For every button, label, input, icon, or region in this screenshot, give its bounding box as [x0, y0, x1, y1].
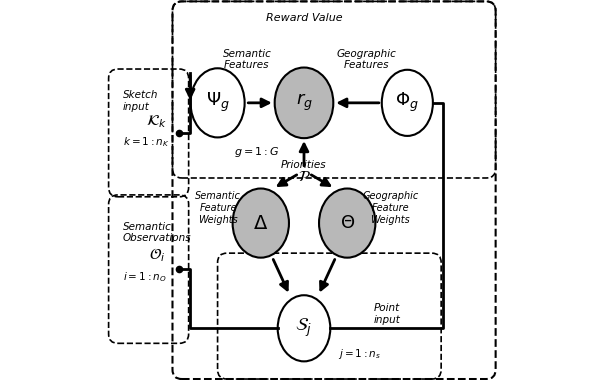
Text: $r_g$: $r_g$ — [295, 92, 313, 114]
Text: Semantic
Features: Semantic Features — [223, 49, 271, 70]
Text: $\mathcal{P}$: $\mathcal{P}$ — [297, 169, 311, 184]
Text: Reward Value: Reward Value — [266, 13, 342, 23]
Text: $\Delta$: $\Delta$ — [253, 214, 268, 233]
Ellipse shape — [278, 295, 330, 361]
Text: Geographic
Feature
Weights: Geographic Feature Weights — [362, 192, 418, 225]
Text: $g = 1:G$: $g = 1:G$ — [235, 146, 280, 160]
Text: Priorities: Priorities — [281, 160, 327, 170]
Text: Semantic
Observations: Semantic Observations — [123, 222, 192, 243]
Text: Sketch
input: Sketch input — [123, 90, 159, 112]
Ellipse shape — [319, 188, 375, 258]
Text: $\mathcal{O}_i$: $\mathcal{O}_i$ — [148, 246, 165, 264]
Text: $j = 1:n_s$: $j = 1:n_s$ — [338, 347, 381, 361]
Text: Semantic
Feature
Weights: Semantic Feature Weights — [195, 192, 241, 225]
Ellipse shape — [382, 70, 433, 136]
Text: $k = 1:n_K$: $k = 1:n_K$ — [123, 135, 170, 149]
Text: $\Psi_g$: $\Psi_g$ — [206, 91, 229, 114]
Ellipse shape — [275, 68, 333, 138]
Ellipse shape — [233, 188, 289, 258]
Text: Geographic
Features: Geographic Features — [336, 49, 396, 70]
Text: $\Phi_g$: $\Phi_g$ — [395, 91, 420, 114]
Ellipse shape — [190, 68, 244, 138]
Text: $\mathcal{S}_j$: $\mathcal{S}_j$ — [295, 317, 313, 339]
Text: $\Theta$: $\Theta$ — [340, 214, 355, 232]
Text: $\mathcal{K}_k$: $\mathcal{K}_k$ — [146, 113, 167, 130]
Text: Point
input: Point input — [373, 303, 400, 325]
Text: $i = 1:n_O$: $i = 1:n_O$ — [123, 271, 167, 285]
